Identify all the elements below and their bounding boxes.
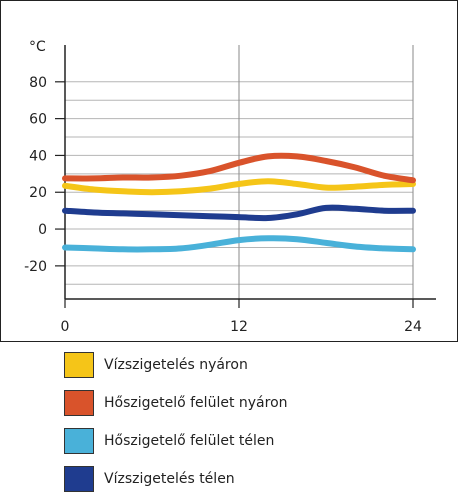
y-axis-label: °C	[29, 39, 46, 55]
legend-label: Vízszigetelés nyáron	[104, 357, 248, 373]
axes-layer	[55, 45, 436, 308]
text-layer: 80 60 40 20 0 -20 °C 0 12 24	[24, 39, 422, 335]
y-tick-label: 40	[29, 148, 47, 164]
y-tick-label: 60	[29, 112, 47, 128]
y-tick-label: 80	[29, 75, 47, 91]
legend-item: Vízszigetelés télen	[64, 465, 424, 493]
legend-item: Hőszigetelő felület nyáron	[64, 389, 424, 417]
legend-swatch	[64, 428, 94, 454]
series-line-2	[62, 235, 416, 253]
legend-item: Hőszigetelő felület télen	[64, 427, 424, 455]
legend-label: Hőszigetelő felület nyáron	[104, 395, 288, 411]
x-tick-label: 24	[404, 319, 422, 335]
y-tick-label: 20	[29, 185, 47, 201]
y-tick-label: 0	[38, 222, 47, 238]
legend-swatch	[64, 352, 94, 378]
legend: Vízszigetelés nyáron Hőszigetelő felület …	[64, 351, 424, 503]
series-line-1	[62, 152, 416, 184]
chart-frame: 80 60 40 20 0 -20 °C 0 12 24	[0, 0, 458, 342]
grid-layer	[65, 45, 414, 299]
series-line-3	[62, 204, 416, 222]
y-tick-label: -20	[24, 259, 47, 275]
series-line-0	[62, 178, 416, 196]
legend-item: Vízszigetelés nyáron	[64, 351, 424, 379]
chart-svg: 80 60 40 20 0 -20 °C 0 12 24	[24, 39, 436, 335]
legend-label: Vízszigetelés télen	[104, 471, 235, 487]
legend-label: Hőszigetelő felület télen	[104, 433, 275, 449]
legend-swatch	[64, 466, 94, 492]
x-tick-label: 12	[230, 319, 248, 335]
x-tick-label: 0	[61, 319, 70, 335]
legend-swatch	[64, 390, 94, 416]
series-layer	[62, 152, 416, 253]
